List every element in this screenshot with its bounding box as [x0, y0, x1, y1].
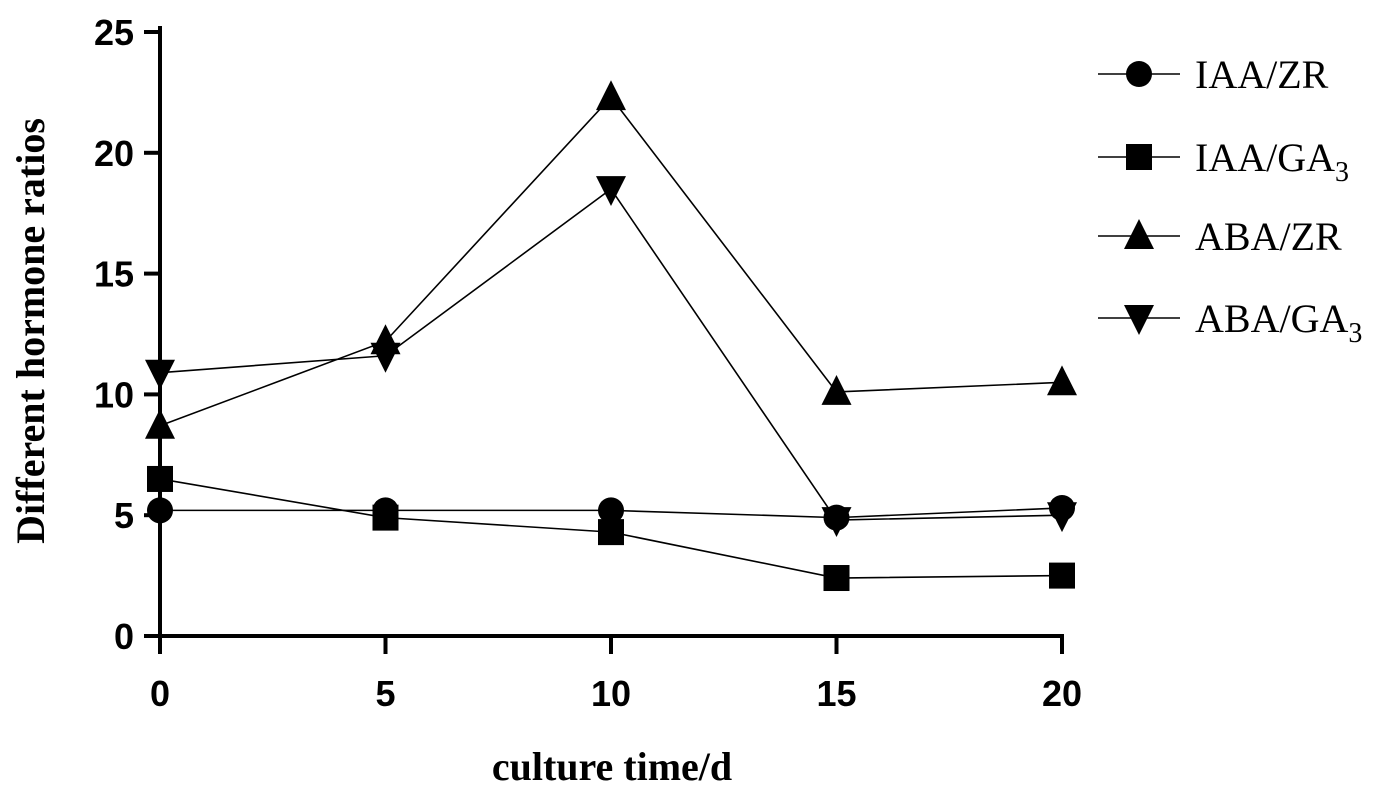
data-point: [821, 507, 852, 537]
data-point: [370, 342, 401, 373]
legend-label-main: IAA/GA: [1195, 135, 1335, 180]
x-tick-label: 5: [375, 673, 395, 714]
data-point: [147, 465, 173, 492]
y-tick-label: 10: [94, 374, 134, 415]
y-tick-label: 15: [94, 254, 134, 295]
legend-label: ABA/GA3: [1195, 296, 1362, 349]
data-point: [145, 408, 175, 439]
legend-item: IAA/ZR: [1098, 52, 1329, 97]
legend-marker: [1126, 144, 1152, 170]
series-line: [159, 187, 1063, 521]
legend-label-main: IAA/ZR: [1195, 52, 1329, 97]
legend-label-subscript: 3: [1335, 157, 1349, 188]
data-point: [372, 504, 399, 531]
x-tick-label: 10: [591, 673, 631, 714]
legend-item: ABA/ZR: [1098, 214, 1342, 259]
legend-label: ABA/ZR: [1195, 214, 1342, 259]
y-tick-label: 20: [94, 133, 134, 174]
x-tick-label: 0: [150, 673, 170, 714]
data-point: [145, 359, 175, 390]
axes: 0 5 10 15 20 25 0 5 10 15 20: [94, 12, 1082, 714]
series-line: [159, 95, 1063, 427]
series-iaa-ga3: [147, 465, 1075, 592]
y-axis-title: Different hormone ratios: [8, 118, 53, 544]
data-point: [596, 80, 626, 111]
legend-item: IAA/GA3: [1098, 135, 1349, 188]
legend-label: IAA/GA3: [1195, 135, 1349, 188]
data-point: [1049, 562, 1075, 589]
series-aba-ga3: [145, 176, 1077, 537]
legend-label-main: ABA/GA: [1195, 296, 1348, 341]
legend-item: ABA/GA3: [1098, 296, 1362, 349]
y-ticks: 0 5 10 15 20 25: [94, 12, 160, 657]
legend-label-subscript: 3: [1348, 318, 1362, 349]
y-tick-label: 0: [114, 616, 134, 657]
legend-marker: [1124, 219, 1154, 249]
legend-label-main: ABA/ZR: [1195, 214, 1342, 259]
data-point: [596, 176, 626, 206]
legend-marker: [1126, 61, 1152, 87]
y-tick-label: 25: [94, 12, 134, 53]
data-point: [1047, 502, 1077, 533]
legend-label: IAA/ZR: [1195, 52, 1329, 97]
data-point: [821, 375, 852, 405]
x-tick-label: 15: [816, 673, 856, 714]
data-point: [823, 565, 850, 592]
legend-marker: [1124, 305, 1154, 335]
x-axis-title: culture time/d: [492, 744, 732, 789]
data-point: [147, 497, 173, 524]
data-point: [1047, 365, 1077, 396]
y-tick-label: 5: [114, 495, 134, 536]
series-layer: [145, 80, 1077, 592]
x-tick-label: 20: [1042, 673, 1082, 714]
series-aba-zr: [145, 80, 1077, 439]
data-point: [598, 497, 624, 524]
x-ticks: 0 5 10 15 20: [150, 636, 1082, 714]
data-point: [598, 519, 624, 546]
